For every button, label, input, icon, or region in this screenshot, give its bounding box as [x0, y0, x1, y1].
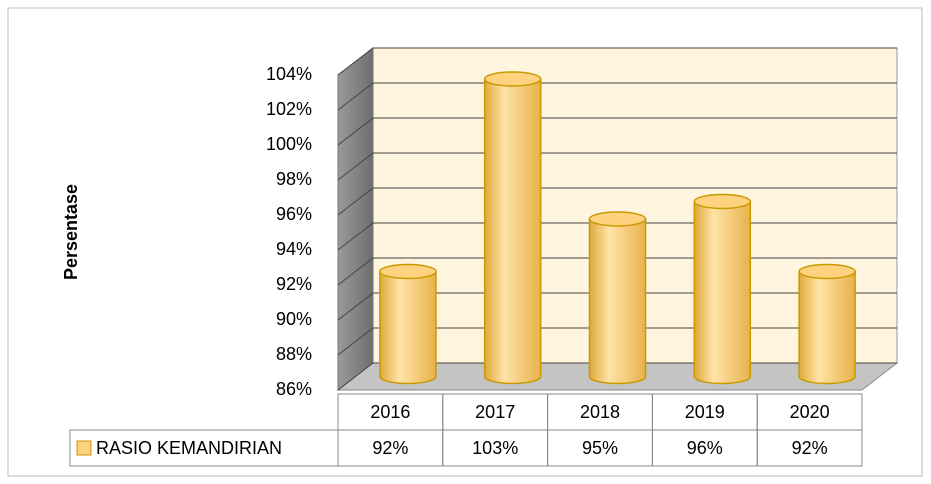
y-tick-label: 94% [276, 239, 312, 259]
y-axis-title: Persentase [61, 184, 81, 280]
y-tick-label: 100% [266, 134, 312, 154]
grid-line [337, 117, 897, 146]
data-label: 92% [792, 438, 828, 458]
bar-top [379, 263, 437, 280]
x-tick-label: 2020 [790, 402, 830, 422]
bar [693, 200, 752, 385]
x-tick-label: 2017 [475, 402, 515, 422]
x-tick-label: 2019 [685, 402, 725, 422]
bar-top [798, 263, 856, 280]
data-label: 96% [687, 438, 723, 458]
legend-label: RASIO KEMANDIRIAN [96, 438, 282, 458]
side-wall [337, 46, 374, 392]
grid-line [337, 152, 897, 181]
table-cell [69, 429, 339, 467]
legend-swatch [76, 440, 92, 456]
x-tick-label: 2018 [580, 402, 620, 422]
bar-top [588, 211, 647, 227]
table-cell [756, 429, 863, 467]
data-label: 103% [472, 438, 518, 458]
y-tick-label: 90% [276, 309, 312, 329]
bar [483, 78, 542, 385]
bar [588, 218, 647, 385]
frame [7, 7, 923, 477]
grid-line [337, 82, 897, 111]
bar-top [483, 71, 542, 87]
y-tick-label: 102% [266, 99, 312, 119]
x-tick-label: 2016 [370, 402, 410, 422]
y-tick-label: 88% [276, 344, 312, 364]
y-tick-label: 98% [276, 169, 312, 189]
bar-top [693, 193, 752, 210]
y-tick-label: 86% [276, 379, 312, 399]
grid-line [337, 47, 897, 76]
y-tick-label: 96% [276, 204, 312, 224]
bar [798, 270, 856, 385]
grid-line [337, 187, 897, 216]
y-tick-label: 104% [266, 64, 312, 84]
data-label: 92% [372, 438, 408, 458]
bar [379, 270, 437, 385]
data-label: 95% [582, 438, 618, 458]
y-tick-label: 92% [276, 274, 312, 294]
